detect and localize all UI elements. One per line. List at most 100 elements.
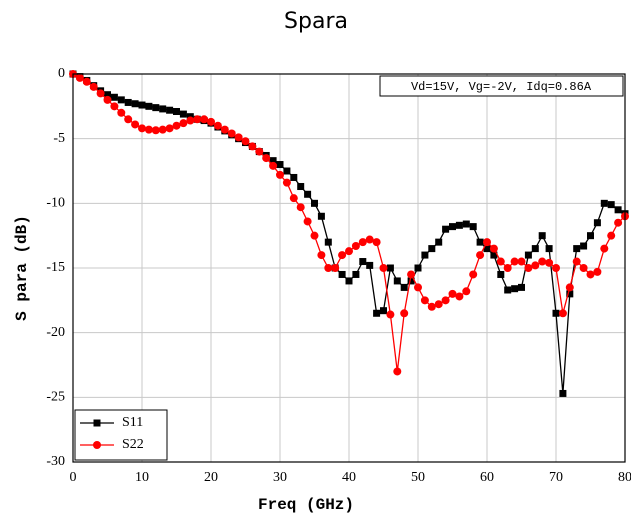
marker [304,190,312,198]
marker [352,270,360,278]
marker [290,173,298,181]
x-tick-label: 20 [204,470,218,485]
marker [193,115,202,124]
legend [74,409,168,461]
marker [518,283,525,291]
marker [255,147,264,156]
marker [117,108,126,117]
marker [200,115,209,124]
marker [151,126,160,135]
marker [496,257,505,266]
marker [166,106,174,114]
x-tick-label: 40 [342,470,356,485]
chart-title: Spara [284,9,348,34]
marker [338,270,346,278]
marker [269,161,278,170]
marker [414,283,422,292]
marker [434,300,443,309]
marker [545,258,554,267]
marker [366,261,374,269]
marker [580,242,588,250]
y-axis-label: S para (dB) [13,215,31,321]
marker [213,121,222,130]
marker [159,105,167,113]
marker [365,235,374,244]
marker [420,296,429,305]
marker [152,104,160,112]
marker [600,244,609,253]
marker [297,183,305,191]
marker [207,117,215,126]
marker [607,231,616,240]
marker [75,73,84,82]
marker [538,257,547,266]
marker [303,217,312,226]
y-tick-label: -10 [46,196,65,211]
marker [138,124,146,133]
x-axis-label: Freq (GHz) [258,496,354,514]
legend-label: S11 [122,415,143,430]
marker [455,292,464,301]
marker [428,245,436,253]
marker [144,125,153,134]
marker [490,251,498,259]
marker [400,309,409,318]
marker [483,238,491,247]
marker [393,277,401,285]
marker [386,264,394,272]
marker [441,296,450,305]
plot [69,70,629,397]
marker [421,251,429,259]
marker [283,167,291,175]
x-tick-label: 50 [411,470,425,485]
marker [407,270,416,279]
marker [289,194,298,203]
x-tick-label: 10 [135,470,149,485]
marker [338,251,347,260]
marker [600,199,608,207]
marker [455,221,463,229]
marker [282,178,291,187]
marker [227,129,236,138]
marker [89,82,98,91]
marker [262,154,271,163]
x-tick-label: 30 [273,470,287,485]
marker [317,212,325,220]
marker [324,238,332,246]
marker [442,225,450,233]
marker [131,120,140,129]
marker [173,108,180,116]
marker [372,238,381,247]
marker [476,251,485,260]
marker [531,261,540,270]
marker [593,267,602,276]
marker [476,238,484,246]
marker [579,264,588,272]
marker [234,133,243,142]
marker [110,93,118,101]
marker [489,244,498,253]
marker [96,89,105,98]
marker [138,101,146,109]
marker [379,264,388,272]
marker [552,264,560,272]
marker [587,232,594,240]
marker [511,285,519,293]
marker [504,286,512,294]
marker [497,270,505,278]
marker [400,283,408,291]
marker [407,277,415,285]
marker [317,251,326,260]
marker [179,110,187,118]
marker [593,219,601,227]
marker [414,264,422,272]
marker [558,309,567,318]
marker [483,245,491,253]
marker [462,287,471,296]
marker [565,283,574,292]
marker [559,389,567,397]
y-tick-label: -25 [46,390,65,405]
annotation-box [379,75,624,97]
marker [393,367,402,376]
marker [186,116,195,125]
